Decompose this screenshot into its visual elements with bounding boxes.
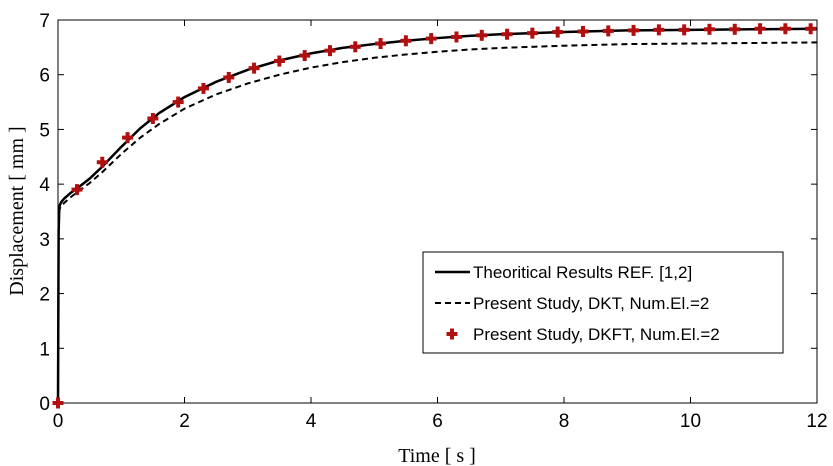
marker-bar-v <box>302 50 307 62</box>
data-point <box>476 29 488 41</box>
data-point <box>729 23 741 35</box>
legend-label-dkft: Present Study, DKFT, Num.El.=2 <box>473 325 720 344</box>
data-point <box>122 132 134 144</box>
y-tick-label: 7 <box>39 11 50 32</box>
legend: Theoritical Results REF. [1,2] Present S… <box>422 251 784 354</box>
data-point <box>172 96 184 108</box>
x-axis: 0 2 4 6 8 10 12 <box>53 20 828 432</box>
y-tick-label: 2 <box>39 285 50 306</box>
data-point <box>703 23 715 35</box>
marker-bar-v <box>758 23 763 35</box>
y-tick-label: 6 <box>39 66 50 87</box>
marker-bar-v <box>327 45 332 57</box>
marker-bar-v <box>277 55 282 67</box>
marker-bar-v <box>580 25 585 37</box>
marker-bar-v <box>125 132 130 144</box>
y-tick-label: 4 <box>39 175 50 196</box>
legend-box <box>422 251 784 354</box>
marker-bar-v <box>631 24 636 36</box>
data-point <box>779 23 791 35</box>
x-tick-label: 0 <box>53 411 64 432</box>
series-dkt-line <box>57 41 818 404</box>
data-point <box>678 24 690 36</box>
y-axis: 0 1 2 3 4 5 6 7 <box>39 11 817 415</box>
y-tick-label: 3 <box>39 230 50 251</box>
data-point <box>52 397 64 409</box>
data-point <box>450 31 462 43</box>
y-tick-label: 1 <box>39 339 50 360</box>
data-point <box>805 23 817 35</box>
marker-bar-v <box>530 27 535 39</box>
x-tick-label: 4 <box>306 411 317 432</box>
marker-bar-v <box>783 23 788 35</box>
data-point <box>248 62 260 74</box>
data-point <box>223 71 235 83</box>
marker-bar-v <box>682 24 687 36</box>
y-tick-label: 0 <box>39 394 50 415</box>
marker-bar-v <box>176 96 181 108</box>
series-dkft-markers <box>52 23 817 409</box>
series-theoretical-line <box>56 27 818 404</box>
x-tick-label: 8 <box>559 411 570 432</box>
data-point <box>324 45 336 57</box>
data-point <box>147 112 159 124</box>
x-tick-label: 2 <box>179 411 190 432</box>
x-tick-label: 12 <box>806 411 827 432</box>
data-point <box>628 24 640 36</box>
data-point <box>577 25 589 37</box>
data-point <box>273 55 285 67</box>
marker-bar-v <box>100 156 105 168</box>
data-point <box>299 50 311 62</box>
marker-bar-v <box>378 38 383 50</box>
marker-bar-v <box>201 82 206 94</box>
data-point <box>400 35 412 47</box>
marker-bar-v <box>226 71 231 83</box>
marker-bar-v <box>353 41 358 53</box>
data-point <box>425 33 437 45</box>
marker-bar-v <box>403 35 408 47</box>
marker-bar-v <box>479 29 484 41</box>
legend-label-theoretical: Theoritical Results REF. [1,2] <box>473 263 692 282</box>
marker-bar-v <box>252 62 257 74</box>
marker-bar-v <box>450 328 454 340</box>
x-axis-title: Time [ s ] <box>398 445 476 466</box>
data-point <box>349 41 361 53</box>
marker-bar-v <box>429 33 434 45</box>
data-point <box>754 23 766 35</box>
marker-bar-v <box>74 184 79 196</box>
marker-bar-v <box>454 31 459 43</box>
y-axis-title: Displacement [ mm ] <box>6 126 28 295</box>
marker-bar-v <box>606 25 611 37</box>
marker-bar-v <box>707 23 712 35</box>
data-point <box>501 28 513 40</box>
data-point <box>602 25 614 37</box>
marker-bar-v <box>732 23 737 35</box>
data-point <box>71 184 83 196</box>
legend-label-dkt: Present Study, DKT, Num.El.=2 <box>473 294 709 313</box>
data-point <box>96 156 108 168</box>
data-point <box>197 82 209 94</box>
marker-bar-v <box>656 24 661 36</box>
data-point <box>552 26 564 38</box>
series-layer <box>52 23 818 409</box>
legend-marker <box>446 328 458 340</box>
marker-bar-v <box>150 112 155 124</box>
marker-bar-v <box>555 26 560 38</box>
x-tick-label: 10 <box>680 411 701 432</box>
data-point <box>375 38 387 50</box>
marker-bar-v <box>808 23 813 35</box>
legend-swatch-dkft <box>446 328 458 340</box>
data-point <box>653 24 665 36</box>
x-tick-label: 6 <box>432 411 443 432</box>
data-point <box>526 27 538 39</box>
marker-bar-v <box>56 397 60 409</box>
y-tick-label: 5 <box>39 120 50 141</box>
marker-bar-v <box>505 28 510 40</box>
